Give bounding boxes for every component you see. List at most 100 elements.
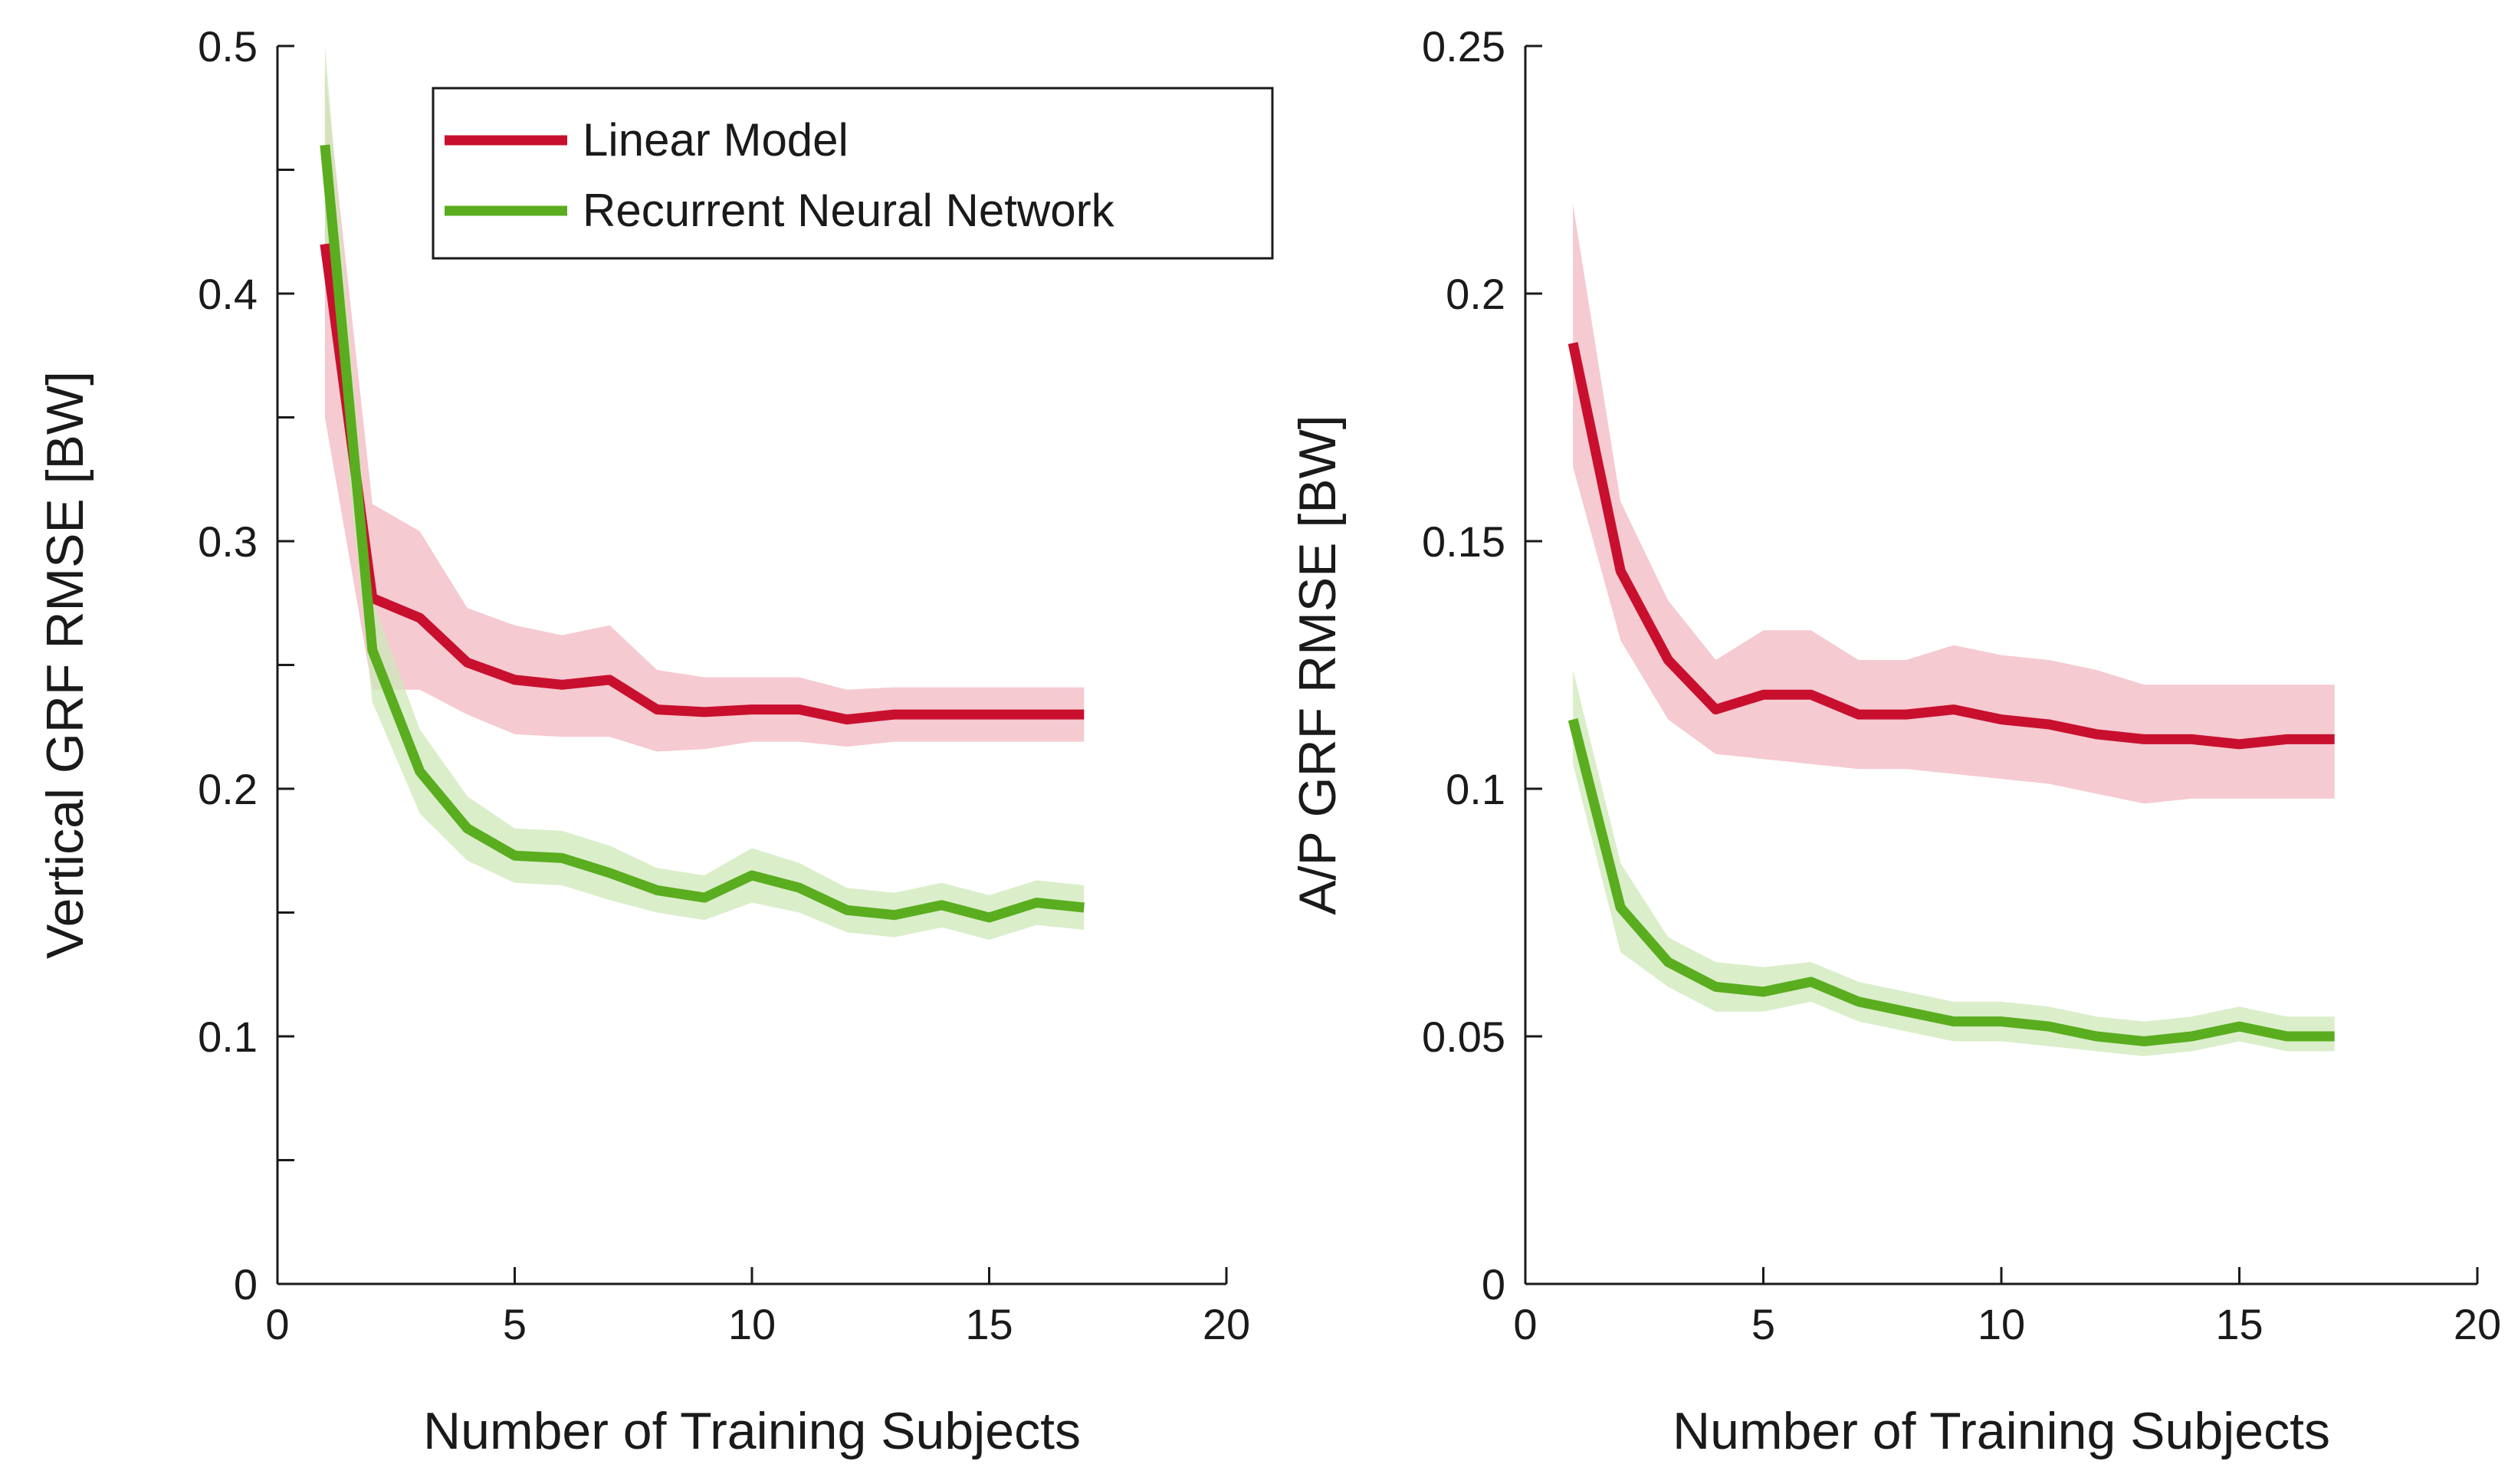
data-point-recurrent-neural-network-2: [372, 649, 373, 651]
series-line-linear-model: [1568, 342, 2335, 750]
data-point-recurrent-neural-network-5: [1763, 991, 1764, 993]
data-point-recurrent-neural-network-3: [419, 770, 421, 772]
data-point-recurrent-neural-network-4: [1715, 986, 1716, 987]
x-tick-label: 0: [1513, 1300, 1537, 1348]
data-point-recurrent-neural-network-16: [2286, 1036, 2288, 1037]
data-point-linear-model-5: [1763, 694, 1764, 695]
data-point-recurrent-neural-network-3: [1667, 961, 1669, 963]
data-point-recurrent-neural-network-15: [989, 917, 990, 918]
data-point-linear-model-8: [656, 709, 658, 711]
data-point-linear-model-11: [799, 709, 800, 711]
data-point-recurrent-neural-network-1: [324, 144, 326, 146]
x-tick-label: 5: [503, 1300, 527, 1348]
data-point-linear-model-15: [2239, 744, 2240, 745]
data-point-recurrent-neural-network-6: [561, 857, 563, 859]
data-point-linear-model-6: [561, 684, 563, 685]
data-point-linear-model-3: [1667, 659, 1669, 661]
data-point-recurrent-neural-network-13: [894, 914, 895, 916]
x-tick-label: 15: [965, 1300, 1013, 1348]
data-point-recurrent-neural-network-9: [1953, 1021, 1955, 1023]
data-point-recurrent-neural-network-1: [1572, 719, 1574, 721]
data-point-linear-model-3: [419, 617, 421, 619]
x-tick-label: 20: [1203, 1300, 1250, 1348]
series-line-recurrent-neural-network: [1568, 718, 2335, 1046]
data-point-recurrent-neural-network-16: [1036, 902, 1037, 904]
data-point-recurrent-neural-network-11: [799, 887, 800, 888]
data-point-linear-model-8: [1906, 714, 1907, 715]
band-recurrent-neural-network: [1573, 670, 2335, 1056]
data-point-recurrent-neural-network-5: [514, 855, 516, 856]
y-tick-label: 0: [234, 1260, 258, 1308]
data-point-linear-model-4: [467, 662, 468, 663]
ap-grf-chart: 0 5 10 15 20 0 0.05 0.1 0.15 0.2 0.25 Number of Tra…: [1288, 22, 2501, 1460]
data-point-recurrent-neural-network-10: [2001, 1021, 2002, 1023]
data-point-linear-model-14: [941, 714, 943, 715]
x-tick-label: 0: [265, 1300, 289, 1348]
data-point-linear-model-10: [751, 709, 753, 711]
legend-box: [432, 87, 1274, 260]
data-point-linear-model-16: [1036, 714, 1037, 715]
x-tick-label: 10: [1978, 1300, 2025, 1348]
series-line-linear-model: [320, 243, 1085, 725]
y-axis-label: A/P GRF RMSE [BW]: [1288, 415, 1347, 914]
data-point-linear-model-10: [2001, 719, 2002, 721]
data-point-recurrent-neural-network-12: [846, 909, 848, 911]
y-tick-label: 0.2: [1446, 270, 1505, 318]
data-point-recurrent-neural-network-6: [1810, 981, 1812, 983]
series-line-recurrent-neural-network: [320, 144, 1085, 923]
data-point-recurrent-neural-network-8: [1906, 1011, 1907, 1013]
data-point-recurrent-neural-network-9: [704, 897, 705, 898]
x-tick-label: 5: [1751, 1300, 1775, 1348]
data-point-recurrent-neural-network-7: [609, 872, 610, 874]
data-point-recurrent-neural-network-10: [751, 875, 753, 876]
x-tick-label: 10: [728, 1300, 776, 1348]
x-axis-label: Number of Training Subjects: [423, 1402, 1081, 1460]
vertical-grf-chart: 0 5 10 15 20 0 0.1 0.2 0.3 0.4 0.5 Number of Traini…: [36, 22, 1250, 1460]
data-point-recurrent-neural-network-2: [1620, 907, 1621, 908]
data-point-linear-model-2: [1620, 570, 1621, 572]
data-point-recurrent-neural-network-4: [467, 828, 468, 829]
y-tick-label: 0.25: [1422, 22, 1505, 71]
data-point-linear-model-11: [2048, 724, 2050, 725]
data-point-linear-model-1: [1572, 343, 1574, 344]
data-point-linear-model-16: [2286, 738, 2288, 740]
y-tick-label: 0.1: [1446, 765, 1505, 813]
data-point-recurrent-neural-network-11: [2048, 1026, 2050, 1027]
data-point-recurrent-neural-network-13: [2143, 1041, 2145, 1042]
legend-label-recurrent-neural-network: Recurrent Neural Network: [583, 185, 1115, 236]
data-point-recurrent-neural-network-7: [1858, 1001, 1860, 1003]
data-point-linear-model-4: [1715, 709, 1716, 711]
data-point-linear-model-9: [704, 711, 705, 713]
data-point-linear-model-7: [1858, 714, 1860, 715]
y-tick-label: 0.15: [1422, 517, 1505, 566]
data-point-linear-model-13: [894, 714, 895, 715]
data-point-recurrent-neural-network-15: [2239, 1026, 2240, 1027]
data-point-linear-model-15: [989, 714, 990, 715]
y-tick-label: 0.4: [198, 270, 258, 318]
legend: Linear Model Recurrent Neural Network: [432, 87, 1274, 260]
data-point-recurrent-neural-network-14: [941, 905, 943, 906]
y-tick-label: 0.5: [198, 22, 258, 71]
y-tick-label: 0.1: [198, 1013, 258, 1061]
data-point-linear-model-1: [324, 243, 326, 245]
data-point-linear-model-17: [1083, 714, 1085, 715]
x-axis-label: Number of Training Subjects: [1673, 1402, 2330, 1460]
data-point-recurrent-neural-network-8: [656, 889, 658, 891]
y-tick-label: 0.05: [1422, 1013, 1505, 1061]
legend-label-linear-model: Linear Model: [583, 114, 849, 166]
data-point-recurrent-neural-network-17: [1083, 907, 1085, 908]
data-point-linear-model-14: [2191, 738, 2192, 740]
data-point-linear-model-12: [2096, 734, 2097, 735]
data-point-recurrent-neural-network-14: [2191, 1036, 2192, 1037]
data-point-linear-model-12: [846, 719, 848, 721]
data-point-linear-model-9: [1953, 709, 1955, 711]
data-point-recurrent-neural-network-17: [2334, 1036, 2336, 1037]
y-tick-label: 0: [1482, 1260, 1505, 1308]
data-point-linear-model-5: [514, 679, 516, 681]
y-tick-label: 0.3: [198, 517, 258, 566]
x-tick-label: 20: [2454, 1300, 2501, 1348]
data-point-linear-model-13: [2143, 738, 2145, 740]
data-point-linear-model-6: [1810, 694, 1812, 695]
data-point-recurrent-neural-network-12: [2096, 1036, 2097, 1037]
